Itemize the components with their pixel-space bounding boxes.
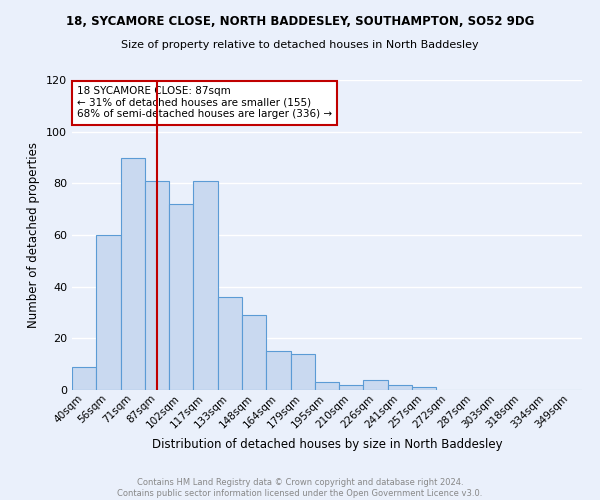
Bar [218, 297, 242, 390]
Bar [121, 158, 145, 390]
Text: 18 SYCAMORE CLOSE: 87sqm
← 31% of detached houses are smaller (155)
68% of semi-: 18 SYCAMORE CLOSE: 87sqm ← 31% of detach… [77, 86, 332, 120]
Bar [364, 380, 388, 390]
Bar [290, 354, 315, 390]
Bar [388, 385, 412, 390]
Bar [315, 382, 339, 390]
Bar [145, 180, 169, 390]
Bar [96, 235, 121, 390]
Bar [242, 315, 266, 390]
Bar [266, 351, 290, 390]
Bar [193, 180, 218, 390]
Bar [339, 385, 364, 390]
Bar [72, 367, 96, 390]
Bar [169, 204, 193, 390]
Text: Size of property relative to detached houses in North Baddesley: Size of property relative to detached ho… [121, 40, 479, 50]
X-axis label: Distribution of detached houses by size in North Baddesley: Distribution of detached houses by size … [152, 438, 502, 451]
Y-axis label: Number of detached properties: Number of detached properties [28, 142, 40, 328]
Text: 18, SYCAMORE CLOSE, NORTH BADDESLEY, SOUTHAMPTON, SO52 9DG: 18, SYCAMORE CLOSE, NORTH BADDESLEY, SOU… [66, 15, 534, 28]
Bar [412, 388, 436, 390]
Text: Contains HM Land Registry data © Crown copyright and database right 2024.
Contai: Contains HM Land Registry data © Crown c… [118, 478, 482, 498]
